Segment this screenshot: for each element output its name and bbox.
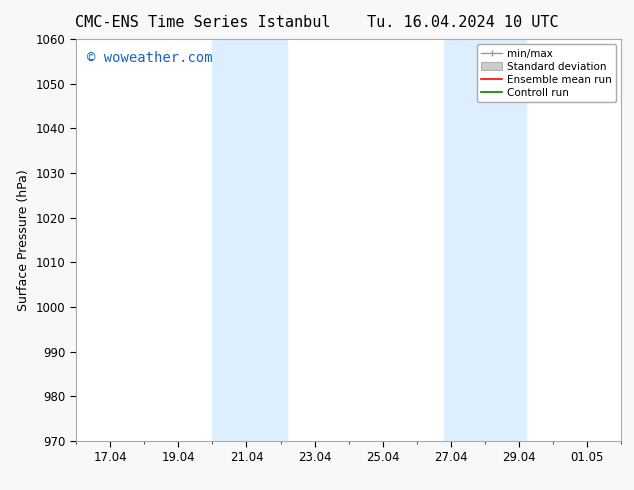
Bar [212, 39, 287, 441]
Bar [444, 39, 526, 441]
Legend: min/max, Standard deviation, Ensemble mean run, Controll run: min/max, Standard deviation, Ensemble me… [477, 45, 616, 102]
Text: CMC-ENS Time Series Istanbul    Tu. 16.04.2024 10 UTC: CMC-ENS Time Series Istanbul Tu. 16.04.2… [75, 15, 559, 30]
Text: © woweather.com: © woweather.com [87, 51, 212, 65]
Y-axis label: Surface Pressure (hPa): Surface Pressure (hPa) [17, 169, 30, 311]
